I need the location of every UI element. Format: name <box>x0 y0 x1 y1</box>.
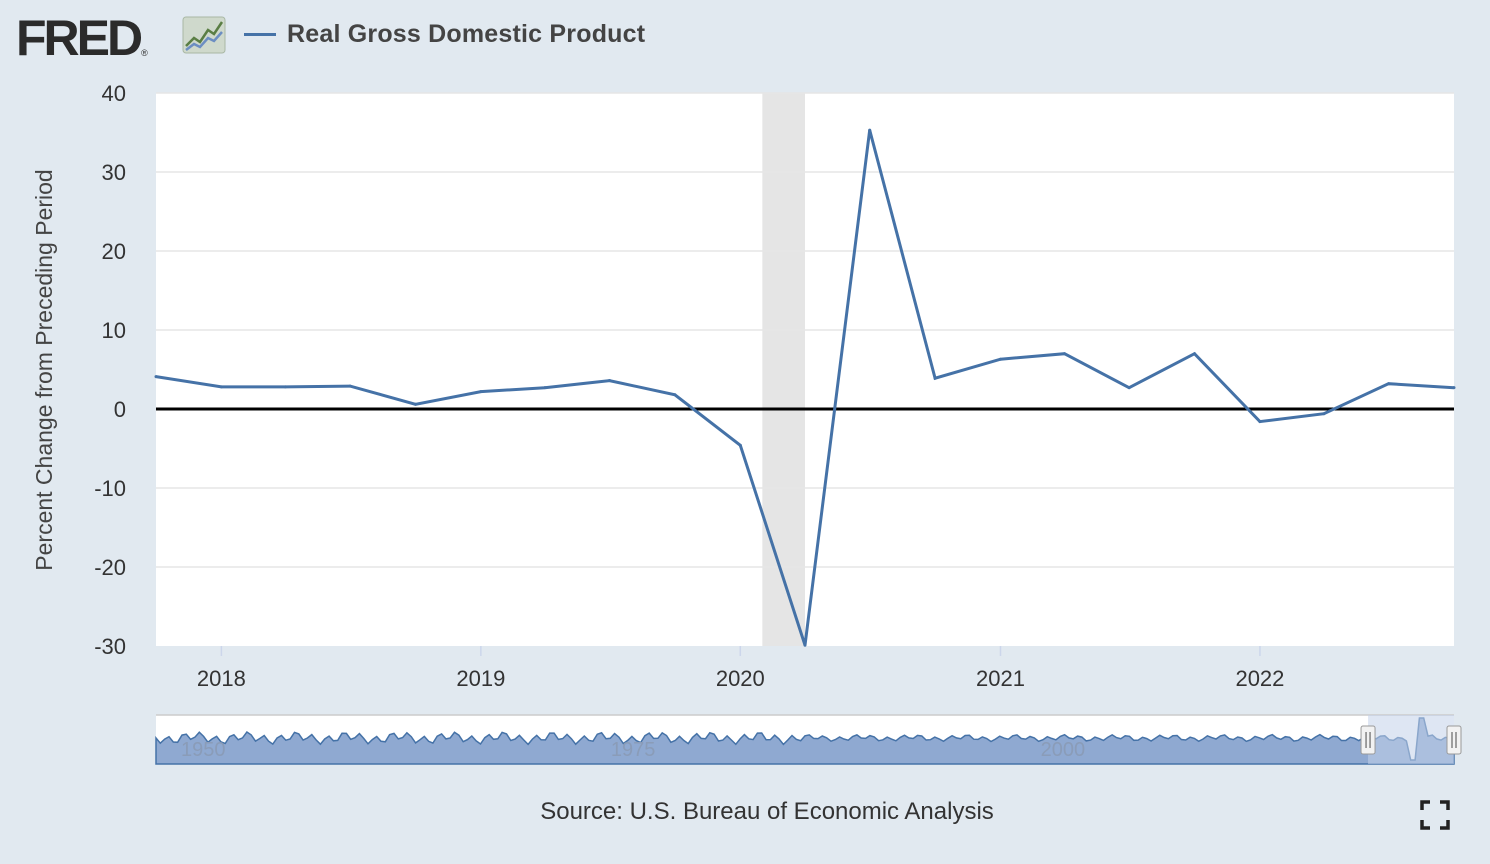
chart-header: FRED ® Real Gross Domestic Product <box>0 0 1490 80</box>
data-point[interactable] <box>413 402 417 406</box>
navigator-handle-left[interactable] <box>1360 725 1376 755</box>
data-point[interactable] <box>933 376 937 380</box>
legend-swatch <box>244 33 276 36</box>
data-point[interactable] <box>283 385 287 389</box>
data-point[interactable] <box>1193 352 1197 356</box>
handle-body <box>1446 725 1462 755</box>
y-tick-label: 40 <box>102 81 126 106</box>
data-point[interactable] <box>803 643 807 647</box>
data-point[interactable] <box>738 443 742 447</box>
legend-label: Real Gross Domestic Product <box>287 20 646 48</box>
fred-graph-icon <box>182 16 226 54</box>
data-point[interactable] <box>868 128 872 132</box>
y-tick-label: -10 <box>94 476 126 501</box>
fullscreen-icon[interactable] <box>1420 800 1450 830</box>
navigator-selected-range[interactable] <box>1368 715 1454 764</box>
fred-logo[interactable]: FRED ® <box>16 10 148 66</box>
data-point[interactable] <box>1258 420 1262 424</box>
recession-band-0 <box>762 93 805 646</box>
data-point[interactable] <box>154 375 158 379</box>
data-point[interactable] <box>219 385 223 389</box>
data-point[interactable] <box>608 379 612 383</box>
data-point[interactable] <box>1322 412 1326 416</box>
fred-logo-registered-mark: ® <box>141 48 148 58</box>
data-point[interactable] <box>1452 386 1456 390</box>
x-tick-label: 2021 <box>976 666 1025 691</box>
y-axis-label: Percent Change from Preceding Period <box>31 169 57 570</box>
x-tick-label: 2018 <box>197 666 246 691</box>
navigator[interactable]: 1950 1975 2000 <box>155 714 1462 765</box>
fred-logo-text: FRED <box>16 10 143 66</box>
x-tick-label: 2022 <box>1235 666 1284 691</box>
navigator-handle-right[interactable] <box>1446 725 1462 755</box>
y-tick-label: 10 <box>102 318 126 343</box>
data-point[interactable] <box>673 393 677 397</box>
data-point[interactable] <box>479 390 483 394</box>
y-tick-label: -20 <box>94 555 126 580</box>
navigator-label: 1975 <box>611 739 656 761</box>
navigator-label: 1950 <box>181 739 226 761</box>
data-point[interactable] <box>1387 382 1391 386</box>
data-point[interactable] <box>1127 386 1131 390</box>
data-point[interactable] <box>543 386 547 390</box>
source-note: Source: U.S. Bureau of Economic Analysis <box>540 798 994 825</box>
y-tick-label: 30 <box>102 160 126 185</box>
y-tick-label: 20 <box>102 239 126 264</box>
navigator-label: 2000 <box>1041 739 1086 761</box>
data-point[interactable] <box>1062 352 1066 356</box>
x-tick-label: 2019 <box>456 666 505 691</box>
y-tick-label: 0 <box>114 397 126 422</box>
data-point[interactable] <box>348 384 352 388</box>
handle-body <box>1360 725 1376 755</box>
x-tick-label: 2020 <box>716 666 765 691</box>
navigator-series-area <box>155 717 1455 765</box>
y-tick-label: -30 <box>94 634 126 659</box>
legend[interactable]: Real Gross Domestic Product <box>244 20 645 49</box>
data-point[interactable] <box>998 357 1002 361</box>
